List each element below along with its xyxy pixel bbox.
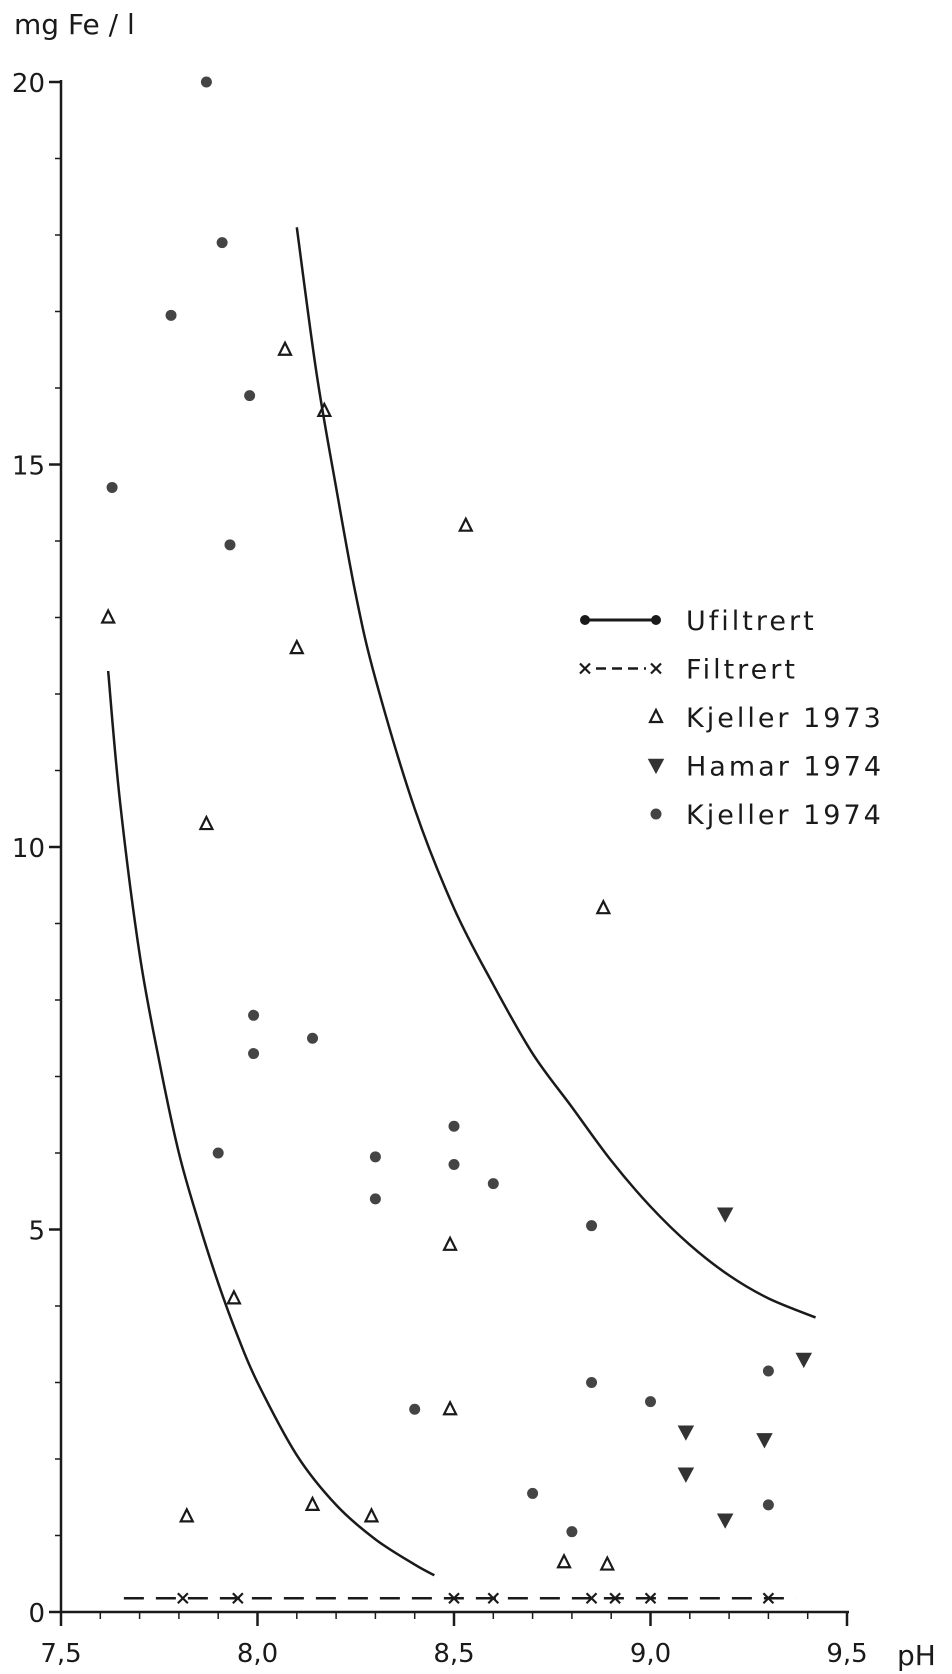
legend-swatch-dot [580,615,590,625]
point-kjeller-1974 [369,1193,381,1205]
point-kjeller-1973 [595,898,612,915]
point-kjeller-1974 [586,1220,598,1232]
axes: 7,5 8,0 8,5 9,0 9,5 0 5 10 15 20 [12,69,868,1669]
y-tick-label: 5 [28,1217,45,1247]
legend-label-filtrert: Filtrert [686,655,798,686]
point-filtrert [644,1592,657,1605]
point-filtrert [609,1592,621,1605]
point-kjeller-1974 [527,1487,539,1499]
point-kjeller-1974 [566,1526,578,1538]
legend-label-ufiltrert: Ufiltrert [686,606,817,637]
point-filtrert [762,1592,775,1605]
envelope-curves [106,227,817,1600]
point-hamar-1974 [716,1207,734,1223]
legend-swatch-x [650,662,662,675]
y-tick-label: 10 [12,834,45,864]
point-kjeller-1974 [216,237,228,249]
point-filtrert [232,1592,244,1605]
x-axis-title: pH [897,1639,936,1672]
point-kjeller-1974 [248,1048,260,1060]
point-kjeller-1973 [442,1235,458,1251]
point-kjeller-1973 [277,340,293,356]
point-kjeller-1973 [304,1495,321,1511]
point-hamar-1974 [677,1467,695,1483]
point-kjeller-1974 [165,309,177,321]
point-filtrert [487,1592,500,1605]
curve-lower-envelope [106,670,435,1577]
point-hamar-1974 [756,1433,773,1449]
x-tick-label: 8,0 [237,1639,278,1669]
point-kjeller-1974 [409,1403,421,1415]
point-kjeller-1973 [178,1506,195,1523]
y-axis-title: mg Fe / l [14,8,135,41]
point-filtrert [177,1592,189,1605]
x-tick-label: 8,5 [433,1639,474,1669]
y-tick-label: 20 [12,69,45,99]
point-kjeller-1974 [224,539,236,551]
legend-label-hamar-1974: Hamar 1974 [686,752,884,783]
point-hamar-1974 [716,1513,734,1529]
y-tick-label: 15 [12,452,45,482]
point-kjeller-1973 [226,1288,242,1305]
point-kjeller-1974 [487,1178,499,1190]
x-ticks: 7,5 8,0 8,5 9,0 9,5 [40,1612,868,1669]
point-kjeller-1974 [762,1365,774,1377]
point-kjeller-1973 [289,638,305,655]
x-tick-label: 7,5 [40,1639,81,1669]
point-kjeller-1974 [307,1032,319,1044]
legend-swatch-hamar-1974 [647,758,665,775]
legend-label-kjeller-1973: Kjeller 1973 [686,703,884,734]
curve-upper-envelope [295,227,817,1319]
data-points [100,76,813,1605]
point-kjeller-1974 [212,1147,224,1159]
point-kjeller-1973 [363,1506,380,1523]
point-kjeller-1974 [200,76,212,88]
point-hamar-1974 [677,1425,695,1441]
point-kjeller-1973 [458,516,474,532]
point-kjeller-1974 [369,1151,381,1163]
legend-swatch-kjeller-1973 [648,707,664,724]
point-kjeller-1974 [244,390,256,402]
point-kjeller-1974 [645,1396,656,1408]
point-kjeller-1973 [556,1552,572,1569]
point-kjeller-1973 [316,401,333,418]
point-kjeller-1973 [100,608,116,624]
point-kjeller-1974 [762,1499,774,1511]
point-filtrert [585,1592,598,1605]
y-tick-label: 0 [28,1599,45,1629]
legend-label-kjeller-1974: Kjeller 1974 [686,800,884,831]
point-kjeller-1974 [248,1009,260,1021]
x-tick-label: 9,5 [826,1639,867,1669]
legend: Ufiltrert Filtrert Kjeller 1973 Hamar 1974 K… [579,606,884,831]
point-kjeller-1974 [106,481,118,493]
point-kjeller-1973 [599,1555,616,1571]
point-kjeller-1973 [198,814,215,831]
legend-swatch-kjeller-1974 [650,808,662,820]
point-kjeller-1974 [586,1377,598,1388]
x-tick-label: 9,0 [630,1639,671,1669]
point-kjeller-1973 [442,1399,458,1416]
legend-swatch-x [579,662,591,675]
y-ticks: 0 5 10 15 20 [12,69,61,1629]
point-filtrert [448,1592,460,1605]
point-hamar-1974 [795,1352,813,1369]
point-kjeller-1974 [448,1120,460,1132]
legend-swatch-dot [651,615,661,625]
point-kjeller-1974 [448,1158,460,1170]
